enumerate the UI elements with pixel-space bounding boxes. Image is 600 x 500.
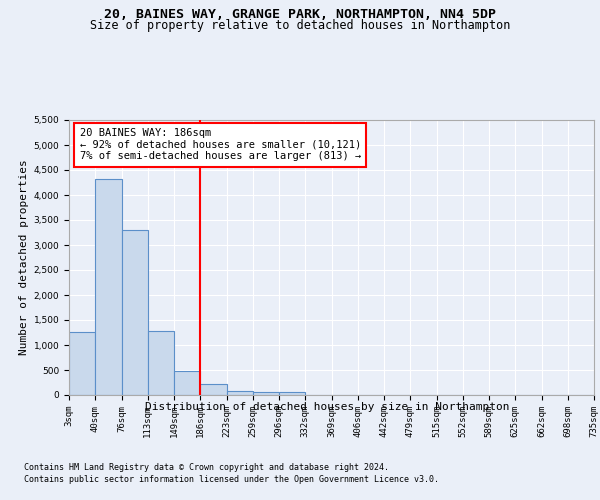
Bar [95,178,121,395]
Bar [148,331,174,395]
Text: Size of property relative to detached houses in Northampton: Size of property relative to detached ho… [90,19,510,32]
Text: Contains public sector information licensed under the Open Government Licence v3: Contains public sector information licen… [24,475,439,484]
Text: 20 BAINES WAY: 186sqm
← 92% of detached houses are smaller (10,121)
7% of semi-d: 20 BAINES WAY: 186sqm ← 92% of detached … [79,128,361,162]
Text: Contains HM Land Registry data © Crown copyright and database right 2024.: Contains HM Land Registry data © Crown c… [24,462,389,471]
Bar [200,384,227,395]
Bar [174,370,200,395]
Bar [121,230,148,395]
Y-axis label: Number of detached properties: Number of detached properties [19,160,29,356]
Text: Distribution of detached houses by size in Northampton: Distribution of detached houses by size … [145,402,509,412]
Bar [227,390,253,395]
Bar [279,392,305,395]
Text: 20, BAINES WAY, GRANGE PARK, NORTHAMPTON, NN4 5DP: 20, BAINES WAY, GRANGE PARK, NORTHAMPTON… [104,8,496,20]
Bar [69,332,95,395]
Bar [253,392,279,395]
